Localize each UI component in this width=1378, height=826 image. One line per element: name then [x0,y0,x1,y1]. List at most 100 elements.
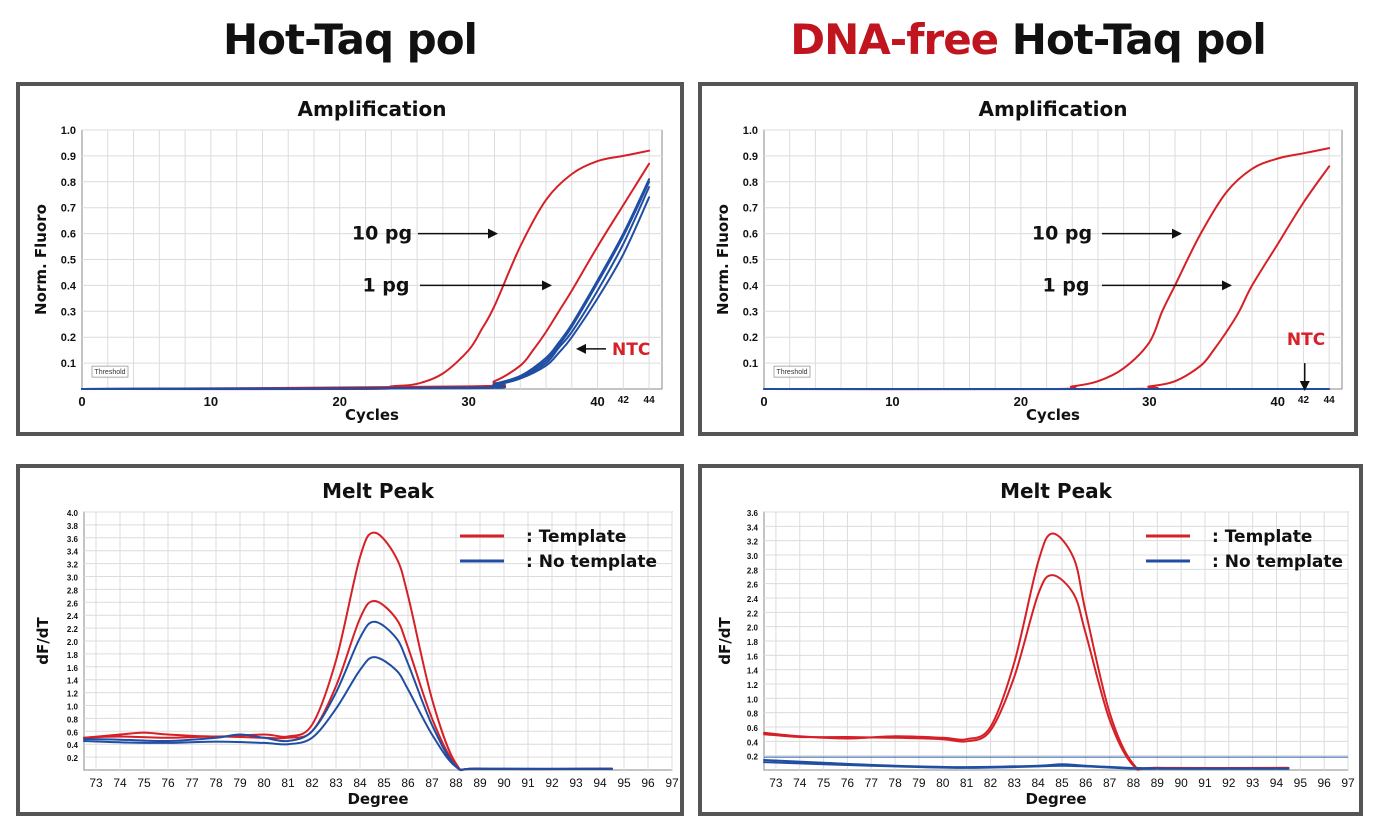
y-tick-label: 3.4 [747,523,759,532]
arrow-ntc-head [576,343,586,354]
threshold-label: Threshold [94,369,125,376]
x-tick-label: 73 [769,776,783,790]
arrow-10pg-head [1172,228,1182,239]
x-tick-label: 85 [1055,776,1069,790]
y-tick-label: 1.0 [747,695,759,704]
x-tick-label: 78 [209,776,223,790]
x-axis-label: Degree [347,790,408,808]
y-axis-label: Norm. Fluoro [32,204,50,315]
y-tick-label: 0.5 [61,255,76,267]
x-tick-label: 97 [1341,776,1355,790]
x-tick-label: 95 [1294,776,1308,790]
y-tick-label: 3.8 [67,522,79,531]
x-tick-label: 81 [281,776,295,790]
x-tick-label: 97 [665,776,679,790]
y-tick-label: 0.5 [743,255,758,267]
y-tick-label: 2.0 [67,638,79,647]
right-title-highlight: DNA-free [790,15,999,64]
y-tick-label: 1.2 [67,690,79,699]
x-tick-label: 88 [1127,776,1141,790]
y-tick-label: 2.6 [747,581,759,590]
series-line-2 [81,162,651,390]
y-tick-label: 2.4 [67,612,79,621]
x-tick-label: 96 [641,776,655,790]
threshold-box [773,365,811,378]
y-tick-label: 1.6 [747,652,759,661]
y-tick-label: 0.4 [747,738,759,747]
y-tick-label: 2.4 [747,595,759,604]
x-tick-label: 93 [1246,776,1260,790]
y-tick-label: 0.3 [61,306,76,318]
x-tick-label: 30 [461,394,475,409]
y-tick-label: 1.4 [67,677,79,686]
amp-left-panel: Amplification 0.1 0.2 0.3 0.4 0.5 0.6 0.7 0.8 0.9… [16,82,684,436]
x-tick-label: 75 [817,776,831,790]
x-tick-label: 80 [257,776,271,790]
series-line-4 [83,656,613,771]
x-tick-label: 79 [233,776,247,790]
y-tick-label: 1.0 [61,125,76,137]
y-tick-label: 2.8 [67,586,79,595]
x-tick-label: 92 [545,776,559,790]
x-tick-label: 86 [401,776,415,790]
y-tick-label: 3.6 [67,535,79,544]
x-tick-label: 40 [590,394,604,409]
y-tick-label: 3.2 [747,538,759,547]
x-tick-label: 74 [793,776,807,790]
x-tick-label: 40 [1271,394,1285,409]
x-tick-label: 82 [984,776,998,790]
y-tick-label: 1.6 [67,664,79,673]
x-tick-label: 88 [449,776,463,790]
series-line-4 [763,761,1290,770]
y-tick-label: 3.4 [67,548,79,557]
y-tick-label: 3.0 [747,552,759,561]
x-tick-label: 87 [425,776,439,790]
annotation-10pg: 10 pg [352,223,412,245]
amp-right-chart: Amplification 0.1 0.2 0.3 0.4 0.5 0.6 0.7 0.8 0.9… [714,97,1343,424]
annotation-ntc: NTC [612,340,650,360]
melt-left-chart: Melt Peak 0.2 0.4 0.6 0.8 1.0 1.2 1.4 1.6 1.8 2.0 2… [34,479,679,808]
x-tick-label: 76 [161,776,175,790]
arrow-ntc-head [1299,381,1310,391]
x-tick-label: 82 [305,776,319,790]
x-tick-label: 87 [1103,776,1117,790]
melt-right-panel: Melt Peak 0.2 0.4 0.6 0.8 1.0 1.2 1.4 1.6 1.8 2.0 2… [698,464,1363,816]
threshold-box [91,365,129,378]
x-axis-label: Cycles [1026,406,1080,424]
x-tick-label: 92 [1222,776,1236,790]
x-tick-label: 44 [1324,395,1336,406]
legend-label-no-template: : No template [526,552,657,572]
x-tick-label: 79 [912,776,926,790]
x-tick-label: 95 [617,776,631,790]
x-axis-label: Degree [1025,790,1086,808]
x-tick-label: 0 [78,394,85,409]
series-line-3 [83,620,613,772]
x-tick-label: 78 [888,776,902,790]
y-axis-label: dF/dT [34,617,52,665]
left-title-text: Hot-Taq pol [223,15,478,64]
panel-title: Amplification [979,97,1128,121]
series-line-6 [81,196,651,390]
y-tick-label: 0.2 [747,753,759,762]
x-tick-label: 10 [204,394,218,409]
x-tick-label: 10 [885,394,899,409]
x-axis-label: Cycles [345,406,399,424]
y-tick-label: 0.8 [747,710,759,719]
y-tick-label: 0.8 [61,177,76,189]
x-tick-label: 83 [329,776,343,790]
y-tick-label: 0.9 [61,151,76,163]
legend-label-template: : Template [526,527,626,547]
y-tick-label: 1.2 [747,681,759,690]
y-tick-label: 1.4 [747,667,759,676]
y-tick-label: 4.0 [67,509,79,518]
y-tick-label: 0.8 [743,177,758,189]
y-tick-label: 0.2 [67,754,79,763]
y-tick-label: 0.6 [61,229,76,241]
series-line-2 [763,574,1290,771]
x-tick-label: 94 [1270,776,1284,790]
annotation-10pg: 10 pg [1032,223,1092,245]
annotation-1pg: 1 pg [1042,274,1089,296]
y-tick-label: 0.2 [61,332,76,344]
x-tick-label: 77 [865,776,879,790]
panel-title: Melt Peak [322,479,435,503]
